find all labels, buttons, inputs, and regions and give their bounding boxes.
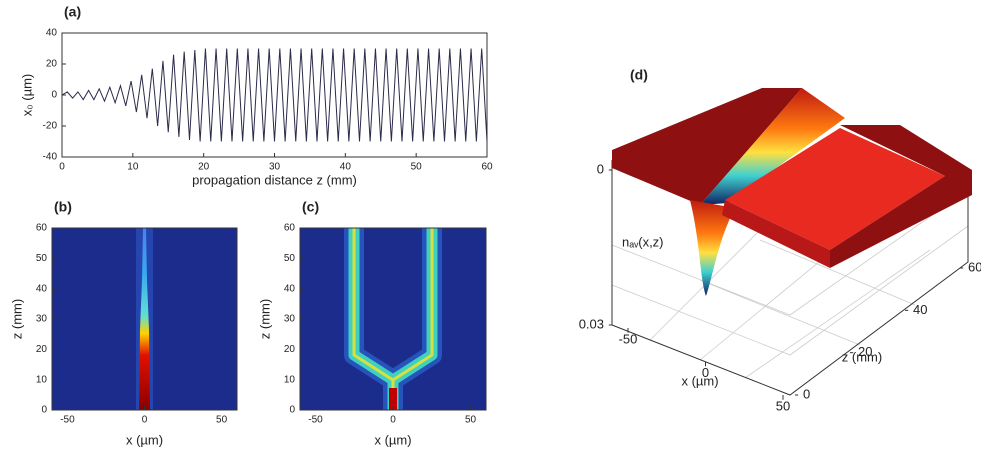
y-tick-label: 60: [284, 223, 296, 234]
x-tick-label: -50: [308, 415, 323, 426]
x-tick-label: 0: [59, 162, 65, 173]
data-line: [61, 48, 488, 142]
y-tick-label: 60: [36, 223, 48, 234]
y-tick-label: 0: [289, 405, 295, 416]
y-tick-label: 0: [41, 405, 47, 416]
tick-label: 0: [803, 386, 810, 401]
y-tick-label: 40: [36, 283, 48, 294]
x-axis-label: x (µm): [374, 432, 411, 447]
panel-label: (d): [630, 67, 648, 83]
y-tick-label: 30: [36, 314, 48, 325]
panel-label: (c): [302, 199, 319, 215]
x-tick-label: 10: [127, 162, 139, 173]
x-tick-label: 40: [340, 162, 352, 173]
x-tick-label: 30: [269, 162, 281, 173]
y-tick-label: 20: [36, 344, 48, 355]
tick-label: 20: [858, 344, 872, 359]
x-tick-label: 60: [481, 162, 493, 173]
heatmap-b: [52, 228, 237, 410]
tick-label: 0: [702, 365, 709, 380]
y-tick-label: -40: [43, 152, 58, 163]
tick-label: -50: [619, 331, 638, 346]
y-tick-label: 40: [284, 283, 296, 294]
y-tick-label: 50: [36, 253, 48, 264]
y-tick-label: 40: [46, 28, 58, 39]
x-tick-label: 50: [216, 415, 228, 426]
x-tick-label: 50: [411, 162, 423, 173]
x-tick-label: 0: [142, 415, 148, 426]
y-tick-label: 20: [46, 59, 58, 70]
tick-label: 0: [597, 161, 604, 176]
panel-label: (a): [64, 4, 81, 20]
y-tick-label: 0: [51, 90, 57, 101]
x-axis-label: propagation distance z (mm): [192, 172, 357, 187]
y-axis-label: z (mm): [257, 299, 272, 339]
x-axis-label: x (µm): [126, 432, 163, 447]
tick-label: 40: [913, 302, 927, 317]
tick-label: 0.03: [579, 316, 604, 331]
heatmap-c: [300, 228, 486, 410]
y-tick-label: -20: [43, 121, 58, 132]
y-tick-label: 10: [284, 374, 296, 385]
y-tick-label: 50: [284, 253, 296, 264]
tick-label: 60: [968, 259, 981, 274]
x-axis-label: x (µm): [681, 373, 718, 388]
tick-label: 50: [776, 398, 790, 413]
x-tick-label: 50: [465, 415, 477, 426]
x-tick-label: -50: [60, 415, 75, 426]
y-axis-label: z (mm): [842, 349, 882, 364]
x-tick-label: 0: [390, 415, 396, 426]
y-tick-label: 30: [284, 314, 296, 325]
y-tick-label: 10: [36, 374, 48, 385]
y-tick-label: 20: [284, 344, 296, 355]
y-axis-label: x₀ (µm): [19, 74, 34, 117]
x-tick-label: 20: [198, 162, 210, 173]
z-axis-label: nₐᵥ(x,z): [622, 234, 664, 249]
y-axis-label: z (mm): [9, 299, 24, 339]
surface-d: [611, 88, 972, 396]
panel-label: (b): [54, 199, 72, 215]
